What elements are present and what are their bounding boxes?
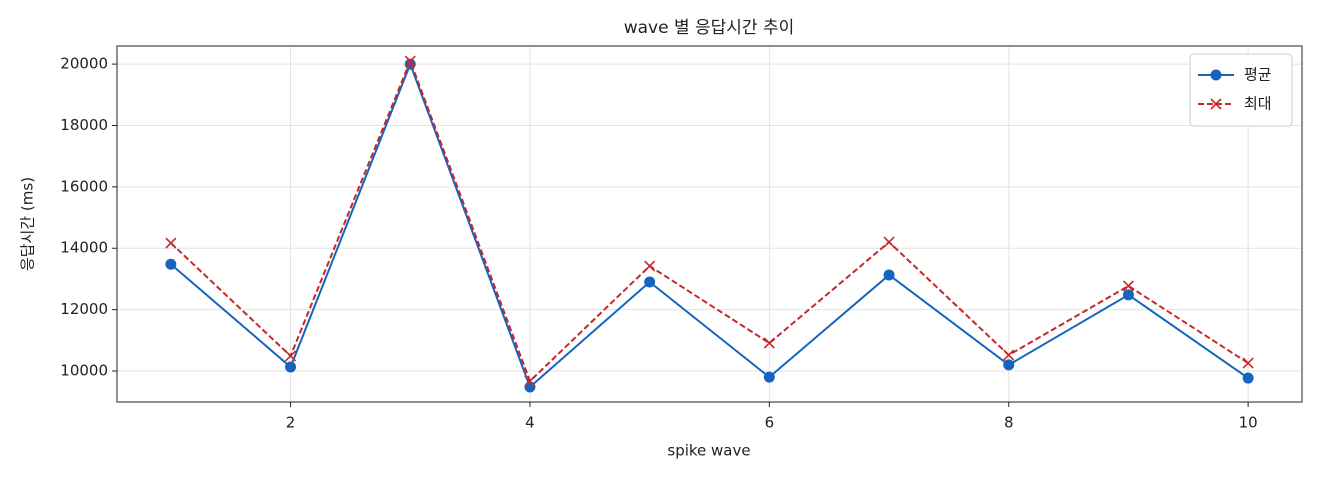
marker xyxy=(763,337,775,349)
y-tick-label: 12000 xyxy=(60,300,108,318)
series-line xyxy=(170,58,1249,383)
marker xyxy=(524,381,536,393)
marker xyxy=(644,260,656,272)
legend-label: 평균 xyxy=(1244,66,1272,84)
legend-label: 최대 xyxy=(1244,95,1272,113)
marker xyxy=(1003,359,1015,371)
legend-box xyxy=(1189,53,1293,127)
y-tick-label: 14000 xyxy=(60,239,108,257)
marker xyxy=(1003,349,1015,361)
marker xyxy=(284,350,297,362)
marker xyxy=(644,276,656,288)
x-axis-label: spike wave xyxy=(667,442,750,460)
y-tick-label: 10000 xyxy=(60,362,108,380)
chart-title: wave 별 응답시간 추이 xyxy=(624,18,795,38)
y-axis-label: 응답시간 (ms) xyxy=(19,177,37,271)
plot-frame xyxy=(116,45,1303,403)
marker xyxy=(165,237,177,249)
legend-marker xyxy=(1210,69,1222,81)
legend-marker xyxy=(1210,98,1222,110)
marker xyxy=(1122,289,1134,301)
y-tick-label: 16000 xyxy=(60,177,108,195)
marker xyxy=(883,236,895,248)
marker xyxy=(1122,280,1135,292)
marker xyxy=(763,371,775,383)
y-tick-label: 18000 xyxy=(60,116,108,134)
marker xyxy=(165,258,177,270)
marker xyxy=(1242,372,1254,384)
marker xyxy=(883,269,895,281)
series-line xyxy=(170,61,1249,389)
marker xyxy=(1242,357,1254,369)
x-tick-label: 8 xyxy=(1004,414,1014,432)
marker xyxy=(524,375,536,387)
marker xyxy=(285,361,297,373)
y-tick-label: 20000 xyxy=(60,55,108,73)
x-tick-label: 2 xyxy=(286,414,296,432)
marker xyxy=(404,55,416,67)
x-tick-label: 4 xyxy=(525,414,535,432)
x-tick-label: 6 xyxy=(765,414,775,432)
x-tick-label: 10 xyxy=(1239,414,1258,432)
